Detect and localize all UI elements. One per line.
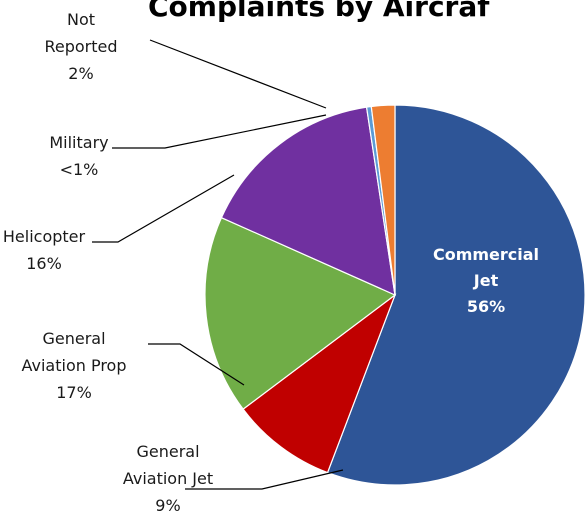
- slice-label-general-aviation-jet: General Aviation Jet 9%: [123, 442, 213, 515]
- pie-slice-general-aviation-jet: [242, 293, 397, 474]
- leader-line-general-aviation-prop: [148, 343, 245, 386]
- slice-label-general-aviation-prop: General Aviation Prop 17%: [22, 329, 127, 402]
- slice-labels: Commercial Jet 56% General Aviation Jet 9% Gen…: [3, 10, 539, 515]
- pie-slice-commercial-jet: [326, 104, 585, 486]
- chart-title: Complaints by Aircraf: [148, 0, 490, 23]
- leader-line-military: [112, 114, 327, 149]
- slice-label-not-reported: Not Reported 2%: [44, 10, 117, 83]
- slice-label-helicopter: Helicopter 16%: [3, 227, 86, 273]
- pie-slice-general-aviation-prop: [204, 216, 397, 411]
- pie-slices: [204, 104, 585, 486]
- pie-slice-not-reported: [370, 104, 396, 296]
- leader-line-not-reported: [149, 39, 327, 109]
- leader-lines: [92, 39, 344, 490]
- slice-label-commercial-jet: Commercial Jet 56%: [433, 245, 539, 316]
- leader-line-general-aviation-jet: [185, 469, 344, 490]
- pie-slice-helicopter: [220, 106, 396, 296]
- slice-label-military: Military <1%: [49, 133, 108, 179]
- leader-line-helicopter: [92, 174, 235, 243]
